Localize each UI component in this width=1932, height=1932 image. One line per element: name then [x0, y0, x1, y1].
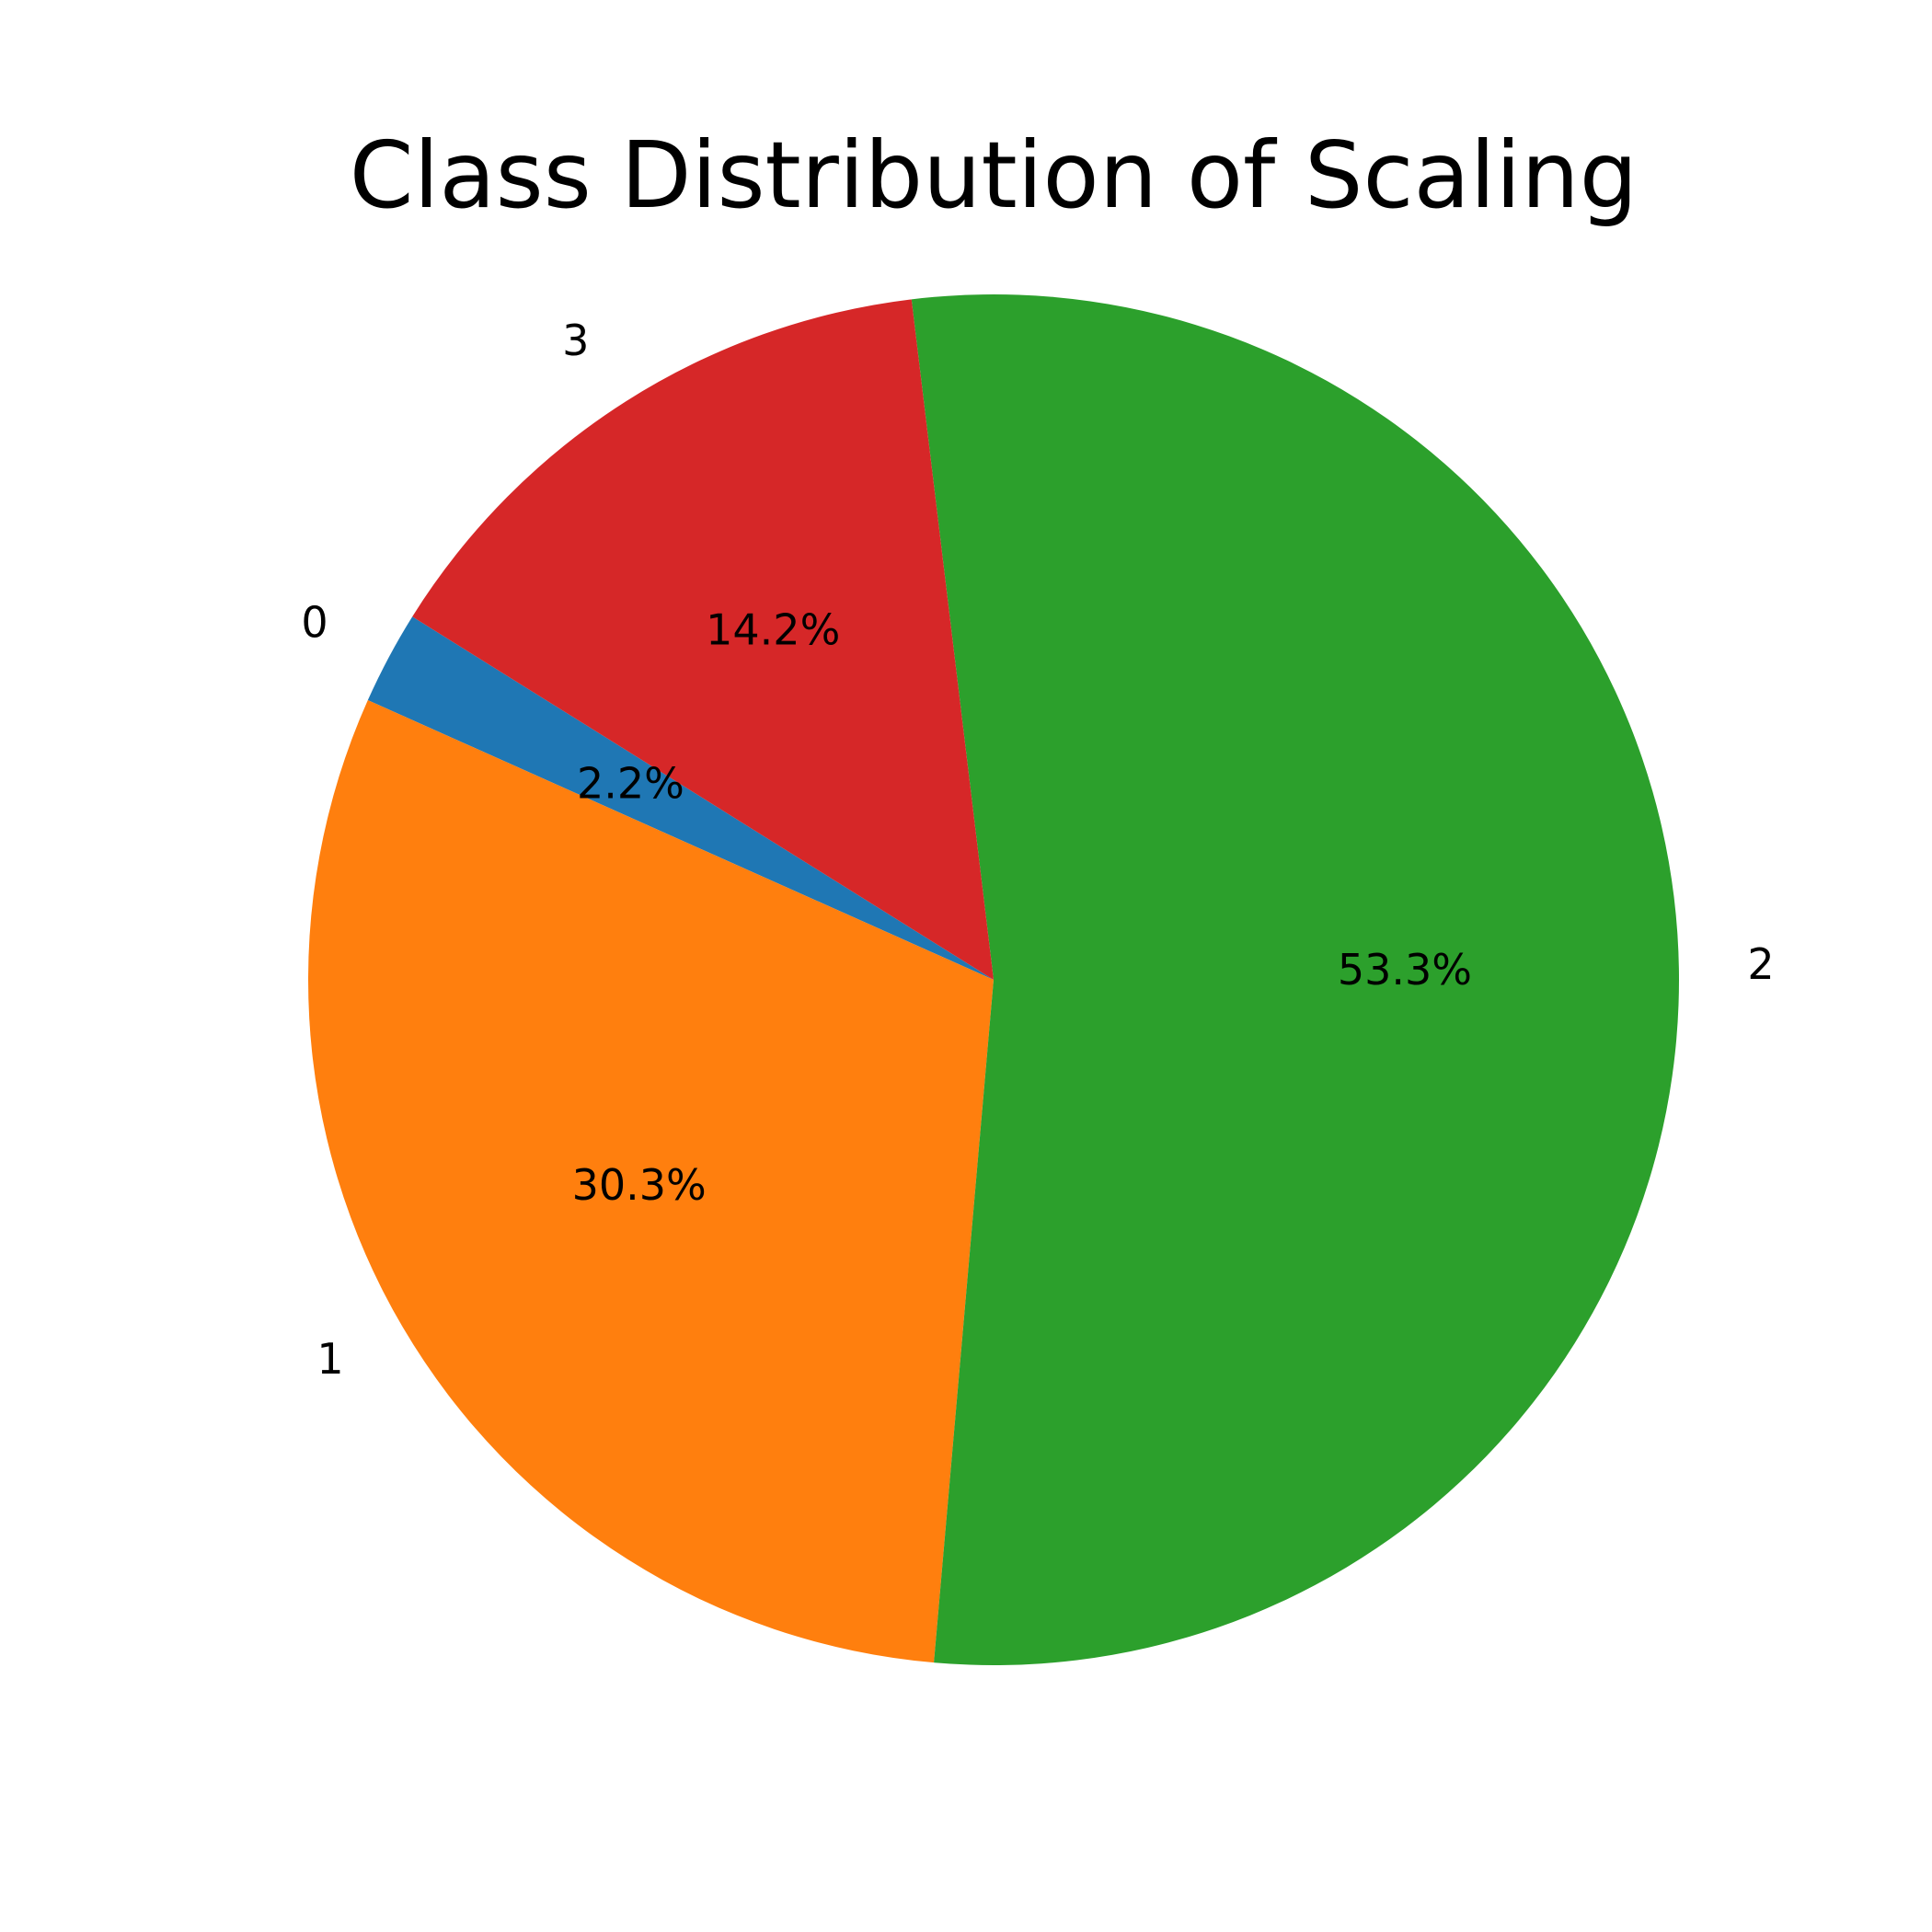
pct-label-3: 14.2% — [706, 604, 840, 654]
pct-label-1: 30.3% — [572, 1160, 707, 1210]
pie-slice-2 — [911, 294, 1679, 1666]
chart-title: Class Distribution of Scaling — [350, 121, 1638, 229]
pie-slice-3 — [412, 299, 994, 980]
pie-slices — [307, 294, 1679, 1666]
pie-labels: 0 2.2% 1 30.3% 2 53.3% 3 14.2% — [301, 316, 1774, 1384]
pct-label-2: 53.3% — [1338, 945, 1472, 995]
slice-label-1: 1 — [316, 1334, 343, 1384]
pie-slice-0 — [367, 616, 994, 980]
pie-slice-1 — [307, 700, 994, 1663]
pct-label-0: 2.2% — [577, 758, 684, 808]
slice-label-0: 0 — [301, 597, 328, 647]
slice-label-2: 2 — [1747, 939, 1774, 989]
slice-label-3: 3 — [562, 316, 589, 365]
